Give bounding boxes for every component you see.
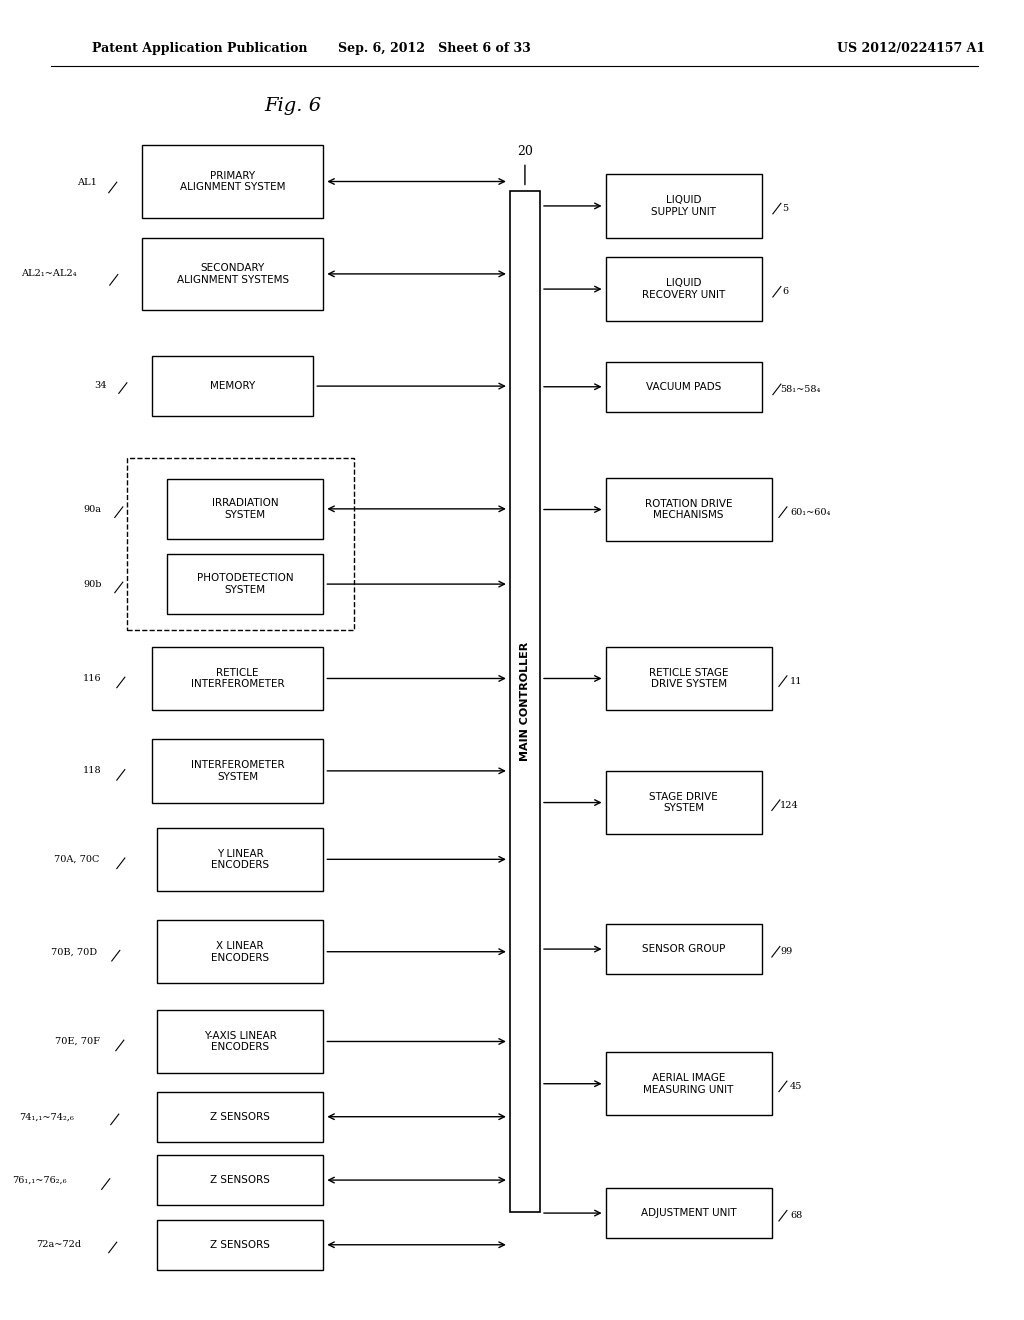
Text: 99: 99 — [780, 948, 793, 956]
Text: 60₁~60₄: 60₁~60₄ — [790, 508, 830, 516]
Text: 118: 118 — [83, 767, 101, 775]
Bar — [605, 1188, 772, 1238]
Text: MEMORY: MEMORY — [210, 381, 255, 391]
Text: 11: 11 — [790, 677, 803, 685]
Bar — [142, 238, 324, 310]
Bar — [605, 647, 772, 710]
Text: AERIAL IMAGE
MEASURING UNIT: AERIAL IMAGE MEASURING UNIT — [643, 1073, 734, 1094]
Bar — [152, 647, 324, 710]
Text: 74₁,₁~74₂,₆: 74₁,₁~74₂,₆ — [19, 1113, 75, 1121]
Bar — [157, 1220, 324, 1270]
Bar — [167, 479, 324, 539]
Bar — [157, 1155, 324, 1205]
Text: 45: 45 — [790, 1082, 803, 1090]
Text: PRIMARY
ALIGNMENT SYSTEM: PRIMARY ALIGNMENT SYSTEM — [180, 170, 286, 193]
Text: STAGE DRIVE
SYSTEM: STAGE DRIVE SYSTEM — [649, 792, 718, 813]
Text: Z SENSORS: Z SENSORS — [210, 1175, 270, 1185]
Text: 76₁,₁~76₂,₆: 76₁,₁~76₂,₆ — [12, 1176, 67, 1184]
Text: Z SENSORS: Z SENSORS — [210, 1239, 270, 1250]
Text: RETICLE STAGE
DRIVE SYSTEM: RETICLE STAGE DRIVE SYSTEM — [649, 668, 728, 689]
Text: Sep. 6, 2012   Sheet 6 of 33: Sep. 6, 2012 Sheet 6 of 33 — [338, 42, 530, 55]
Text: Z SENSORS: Z SENSORS — [210, 1111, 270, 1122]
Bar — [157, 1010, 324, 1073]
Text: SENSOR GROUP: SENSOR GROUP — [642, 944, 725, 954]
Text: 68: 68 — [790, 1212, 802, 1220]
Text: 90a: 90a — [84, 506, 101, 513]
Text: INTERFEROMETER
SYSTEM: INTERFEROMETER SYSTEM — [190, 760, 285, 781]
Text: US 2012/0224157 A1: US 2012/0224157 A1 — [838, 42, 985, 55]
Text: VACUUM PADS: VACUUM PADS — [646, 381, 721, 392]
Bar — [510, 191, 540, 1212]
Text: Y LINEAR
ENCODERS: Y LINEAR ENCODERS — [211, 849, 269, 870]
Bar — [605, 924, 762, 974]
Text: Y-AXIS LINEAR
ENCODERS: Y-AXIS LINEAR ENCODERS — [204, 1031, 276, 1052]
Text: 5: 5 — [782, 205, 788, 213]
Bar — [605, 478, 772, 541]
Bar — [167, 554, 324, 614]
Text: Patent Application Publication: Patent Application Publication — [91, 42, 307, 55]
Text: 58₁~58₄: 58₁~58₄ — [780, 385, 820, 393]
Text: 124: 124 — [780, 801, 799, 809]
Text: 6: 6 — [782, 288, 788, 296]
Text: 70A, 70C: 70A, 70C — [54, 855, 99, 863]
Bar — [152, 739, 324, 803]
Text: ROTATION DRIVE
MECHANISMS: ROTATION DRIVE MECHANISMS — [645, 499, 732, 520]
Text: LIQUID
RECOVERY UNIT: LIQUID RECOVERY UNIT — [642, 279, 725, 300]
Bar — [605, 362, 762, 412]
Text: X LINEAR
ENCODERS: X LINEAR ENCODERS — [211, 941, 269, 962]
Text: MAIN CONTROLLER: MAIN CONTROLLER — [520, 642, 530, 762]
Text: 72a~72d: 72a~72d — [37, 1241, 82, 1249]
Bar — [127, 458, 353, 630]
Text: 20: 20 — [517, 145, 532, 158]
Text: ADJUSTMENT UNIT: ADJUSTMENT UNIT — [641, 1208, 736, 1218]
Bar — [605, 257, 762, 321]
Text: PHOTODETECTION
SYSTEM: PHOTODETECTION SYSTEM — [197, 573, 294, 595]
Bar — [605, 771, 762, 834]
Text: 34: 34 — [94, 381, 106, 389]
Text: SECONDARY
ALIGNMENT SYSTEMS: SECONDARY ALIGNMENT SYSTEMS — [176, 263, 289, 285]
Text: 70E, 70F: 70E, 70F — [54, 1038, 99, 1045]
Bar — [605, 1052, 772, 1115]
Text: AL1: AL1 — [77, 178, 96, 186]
Bar — [605, 174, 762, 238]
Text: AL2₁~AL2₄: AL2₁~AL2₄ — [20, 269, 77, 277]
Bar — [157, 920, 324, 983]
Text: 70B, 70D: 70B, 70D — [50, 948, 96, 956]
Bar — [142, 145, 324, 218]
Text: LIQUID
SUPPLY UNIT: LIQUID SUPPLY UNIT — [651, 195, 716, 216]
Bar — [157, 828, 324, 891]
Bar — [157, 1092, 324, 1142]
Text: 90b: 90b — [83, 581, 101, 589]
Bar — [152, 356, 313, 416]
Text: RETICLE
INTERFEROMETER: RETICLE INTERFEROMETER — [190, 668, 285, 689]
Text: IRRADIATION
SYSTEM: IRRADIATION SYSTEM — [212, 498, 279, 520]
Text: 116: 116 — [83, 675, 101, 682]
Text: Fig. 6: Fig. 6 — [264, 96, 322, 115]
